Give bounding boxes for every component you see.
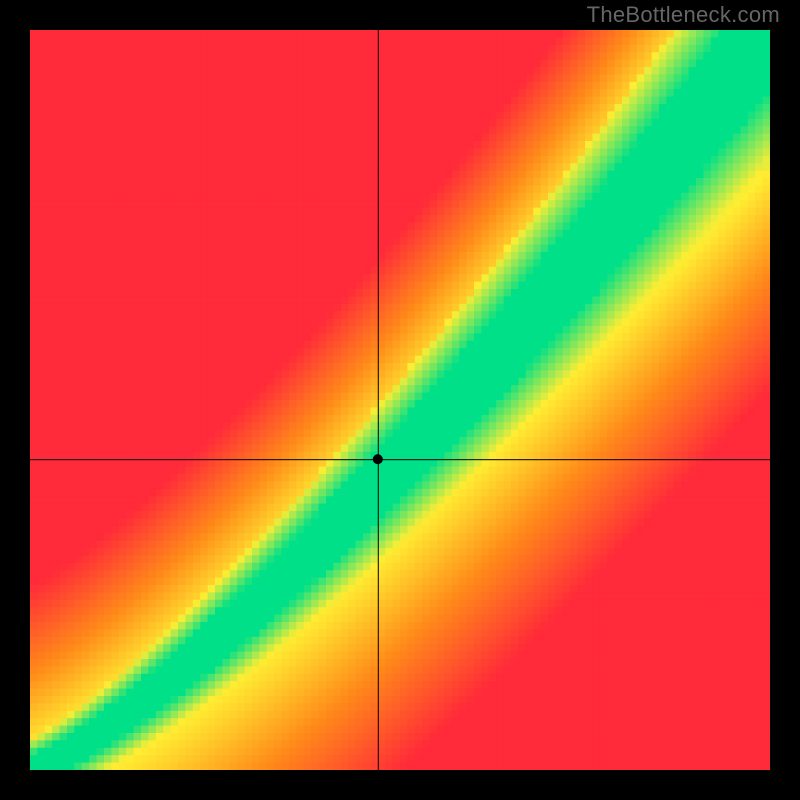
bottleneck-heatmap [30,30,770,770]
watermark-text: TheBottleneck.com [587,2,780,28]
chart-container: TheBottleneck.com [0,0,800,800]
